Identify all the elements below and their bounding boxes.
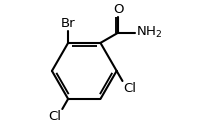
- Text: Cl: Cl: [49, 110, 62, 123]
- Text: Br: Br: [61, 17, 75, 30]
- Text: NH$_2$: NH$_2$: [136, 25, 162, 40]
- Text: O: O: [113, 3, 124, 16]
- Text: Cl: Cl: [123, 82, 136, 95]
